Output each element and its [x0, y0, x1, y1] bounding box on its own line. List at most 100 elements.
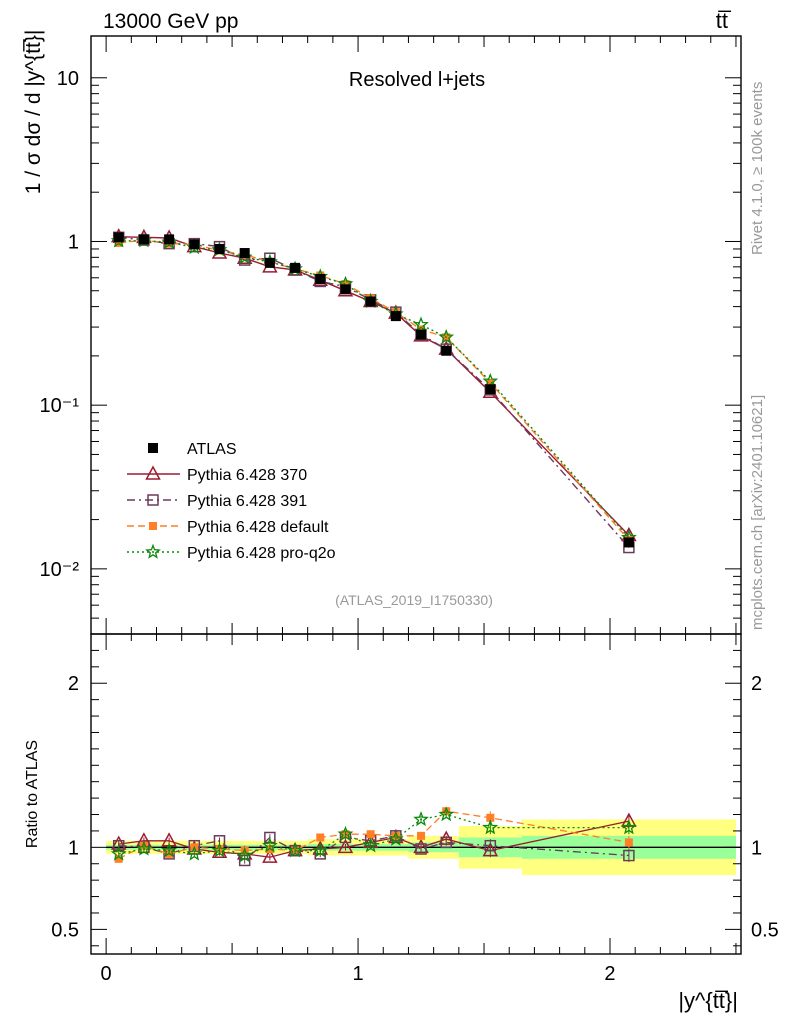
ratio-point-proq2o	[110, 845, 127, 861]
ratio-point-default	[624, 838, 633, 847]
legend: ATLAS Pythia 6.428 370 Pythia 6.428 391 Pyt…	[127, 441, 336, 562]
main-y-tick-label: 10	[57, 68, 79, 90]
legend-entry-p391: Pythia 6.428 391	[127, 493, 307, 510]
x-axis-label: |y^{tt̅}|	[678, 988, 738, 1013]
data-point-default	[341, 279, 350, 288]
ratio-point-p370	[482, 842, 499, 857]
legend-label: ATLAS	[187, 441, 237, 458]
ratio-y-tick-label-right: 0.5	[751, 919, 779, 941]
series-line-p370	[118, 236, 630, 536]
ratio-point-proq2o	[482, 819, 499, 835]
ratio-axis-ticks: 2 2 1 1 0.5 0.5 0 1 2	[51, 633, 779, 985]
series-atlas	[113, 232, 634, 548]
data-point-atlas	[239, 248, 250, 259]
ratio-uncertainty-bands	[106, 819, 741, 876]
data-point-atlas	[315, 273, 326, 284]
ratio-point-p370	[262, 848, 278, 863]
legend-label: Pythia 6.428 391	[187, 493, 307, 510]
rivet-version-label: Rivet 4.1.0, ≥ 100k events	[749, 82, 766, 255]
ratio-point-default	[417, 831, 426, 840]
ratio-y-tick-label-right: 2	[751, 673, 762, 695]
data-point-proq2o	[413, 316, 429, 332]
data-point-proq2o	[482, 372, 499, 388]
ratio-data-marks	[110, 806, 637, 867]
legend-label: Pythia 6.428 pro-q2o	[187, 545, 336, 562]
ratio-series-proq2o	[110, 806, 637, 863]
ratio-point-proq2o	[161, 842, 178, 858]
ratio-point-default	[366, 830, 375, 839]
ratio-y-axis-label: Ratio to ATLAS	[24, 740, 41, 848]
data-point-proq2o	[438, 328, 455, 344]
ratio-point-default	[486, 813, 495, 822]
x-tick-label: 2	[604, 963, 615, 985]
ratio-point-proq2o	[211, 842, 228, 858]
ratio-point-proq2o	[236, 847, 253, 863]
data-point-atlas	[290, 262, 301, 273]
ratio-point-proq2o	[135, 840, 152, 856]
legend-entry-default: Pythia 6.428 default	[127, 519, 329, 536]
data-point-default	[417, 325, 426, 334]
main-y-axis-label: 1 / σ dσ / d |y^{tt̅}|	[22, 30, 45, 195]
data-point-atlas	[138, 234, 149, 245]
analysis-tag: (ATLAS_2019_I1750330)	[335, 592, 493, 608]
ratio-point-proq2o	[312, 842, 329, 858]
ratio-point-p391	[623, 849, 635, 862]
legend-marker	[148, 443, 158, 453]
ratio-point-p391	[484, 839, 497, 852]
ratio-y-tick-label: 1	[68, 837, 79, 859]
ratio-y-tick-label: 0.5	[51, 919, 79, 941]
legend-marker	[149, 522, 157, 530]
legend-entry-atlas: ATLAS	[148, 441, 237, 458]
ratio-point-proq2o	[387, 830, 404, 846]
main-y-tick-label: 1	[68, 231, 79, 253]
process-label: tt̅	[716, 8, 732, 33]
ratio-point-p370	[413, 838, 429, 854]
data-point-atlas	[264, 257, 275, 268]
ratio-line-default	[118, 810, 630, 860]
ratio-point-default	[114, 854, 123, 863]
main-y-tick-label: 10⁻²	[40, 559, 80, 581]
legend-entry-proq2o: Pythia 6.428 pro-q2o	[127, 543, 336, 562]
ratio-y-tick-label: 2	[68, 673, 79, 695]
data-point-atlas	[113, 232, 124, 243]
data-point-atlas	[390, 311, 401, 322]
data-point-default	[486, 378, 495, 387]
data-point-atlas	[340, 284, 351, 295]
mcplots-reference-label: mcplots.cern.ch [arXiv:2401.10621]	[749, 395, 766, 630]
ratio-point-p370	[337, 838, 354, 854]
main-panel: 10 1 10⁻¹ 10⁻² Resolved l+jets (ATLAS_2019_…	[22, 30, 742, 635]
data-point-atlas	[164, 234, 175, 245]
data-point-atlas	[485, 384, 496, 395]
main-title: Resolved l+jets	[349, 69, 485, 91]
legend-marker	[147, 494, 159, 506]
legend-marker	[145, 543, 161, 559]
ratio-point-proq2o	[620, 819, 637, 835]
collision-label: 13000 GeV pp	[103, 10, 238, 33]
ratio-point-proq2o	[287, 842, 304, 858]
ratio-point-proq2o	[337, 825, 354, 841]
ratio-line-p370	[118, 820, 630, 858]
legend-label: Pythia 6.428 370	[187, 467, 307, 484]
x-tick-label: 0	[101, 963, 112, 985]
ratio-point-p391	[440, 836, 452, 849]
legend-marker	[145, 465, 161, 480]
ratio-point-default	[316, 833, 325, 842]
ratio-point-proq2o	[262, 837, 278, 853]
data-point-atlas	[214, 243, 225, 254]
main-y-tick-label: 10⁻¹	[40, 395, 80, 417]
ratio-line-p391	[118, 835, 629, 862]
ratio-point-proq2o	[362, 837, 379, 853]
legend-label: Pythia 6.428 default	[187, 519, 329, 536]
data-point-atlas	[189, 239, 200, 250]
ratio-panel: 2 2 1 1 0.5 0.5 0 1 2 Ratio to ATLAS |y^{tt̅}|	[24, 633, 779, 1013]
main-axis-ticks: 10 1 10⁻¹ 10⁻²	[40, 36, 741, 635]
ratio-point-p391	[415, 843, 427, 855]
ratio-point-proq2o	[186, 845, 203, 861]
ratio-y-tick-label-right: 1	[751, 837, 762, 859]
ratio-frame	[90, 633, 742, 955]
legend-entry-p370: Pythia 6.428 370	[127, 465, 307, 484]
series-line-default	[118, 239, 630, 541]
data-point-atlas	[416, 329, 427, 340]
ratio-point-proq2o	[413, 811, 429, 827]
